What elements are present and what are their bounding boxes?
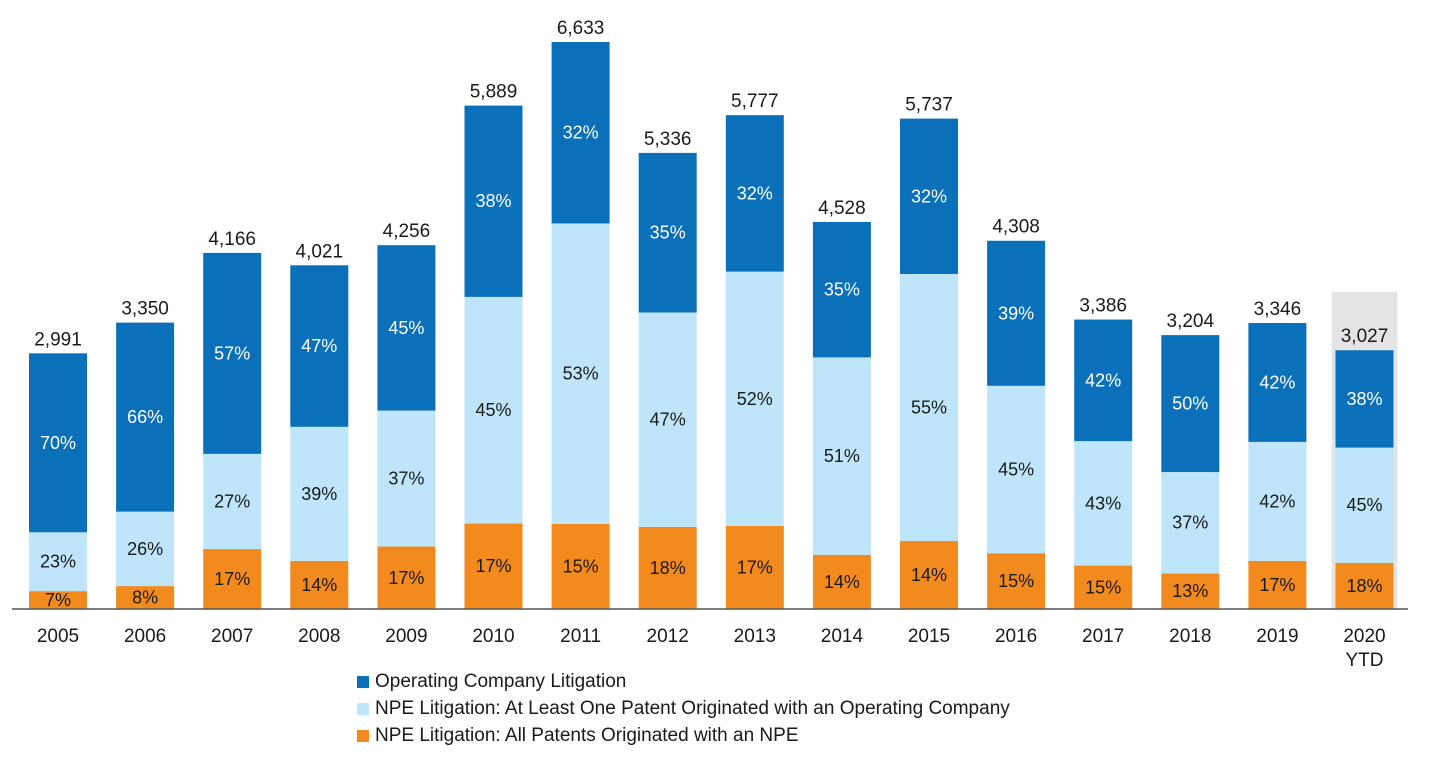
legend-label-2: Operating Company Litigation bbox=[375, 671, 626, 693]
segment-label-2-2: 57% bbox=[214, 343, 250, 363]
segment-label-2-6: 32% bbox=[563, 123, 599, 143]
segment-label-0-13: 13% bbox=[1172, 581, 1208, 601]
segment-label-1-0: 23% bbox=[40, 552, 76, 572]
segment-label-1-13: 37% bbox=[1172, 513, 1208, 533]
total-label-15: 3,027 bbox=[1341, 326, 1389, 347]
x-tick-label-9: 2014 bbox=[821, 626, 864, 647]
legend-item-2: Operating Company Litigation bbox=[357, 668, 1010, 695]
segment-label-1-14: 42% bbox=[1259, 491, 1295, 511]
x-tick-label-10: 2015 bbox=[908, 626, 950, 647]
x-tick-label-5: 2010 bbox=[472, 626, 514, 647]
segment-label-2-10: 32% bbox=[911, 186, 947, 206]
segment-label-1-1: 26% bbox=[127, 539, 163, 559]
segment-label-2-1: 66% bbox=[127, 407, 163, 427]
x-tick-label-3: 2008 bbox=[298, 626, 340, 647]
legend-swatch-1 bbox=[357, 703, 369, 715]
x-tick-label-11: 2016 bbox=[995, 626, 1037, 647]
total-label-5: 5,889 bbox=[470, 82, 518, 103]
segment-label-2-0: 70% bbox=[40, 433, 76, 453]
total-label-7: 5,336 bbox=[644, 129, 692, 150]
segment-label-2-11: 39% bbox=[998, 303, 1034, 323]
segment-label-1-9: 51% bbox=[824, 446, 860, 466]
segment-label-0-0: 7% bbox=[45, 590, 71, 610]
segment-label-1-15: 45% bbox=[1346, 495, 1382, 515]
legend: Operating Company Litigation NPE Litigati… bbox=[357, 668, 1010, 749]
segment-label-0-14: 17% bbox=[1259, 575, 1295, 595]
segment-label-0-11: 15% bbox=[998, 571, 1034, 591]
total-label-2: 4,166 bbox=[208, 229, 256, 250]
x-tick-label-7: 2012 bbox=[647, 626, 689, 647]
legend-label-0: NPE Litigation: All Patents Originated w… bbox=[375, 725, 799, 747]
total-label-9: 4,528 bbox=[818, 198, 866, 219]
segment-label-2-14: 42% bbox=[1259, 372, 1295, 392]
stacked-bar-chart: 7% 23% 70% 2,991 8% 26% 66% 3,350 17% 27% 57% 4,166… bbox=[0, 0, 1430, 759]
segment-label-2-4: 45% bbox=[388, 318, 424, 338]
x-tick-label-0: 2005 bbox=[37, 626, 79, 647]
segment-label-0-10: 14% bbox=[911, 565, 947, 585]
total-label-3: 4,021 bbox=[296, 241, 344, 262]
segment-label-1-10: 55% bbox=[911, 397, 947, 417]
legend-swatch-2 bbox=[357, 676, 369, 688]
segment-label-0-7: 18% bbox=[650, 558, 686, 578]
x-tick-labels: 2005 2006 2007 2008 2009 2010 2011 2012 2013 2014… bbox=[37, 626, 1386, 671]
segment-label-0-8: 17% bbox=[737, 557, 773, 577]
segment-label-2-7: 35% bbox=[650, 223, 686, 243]
x-tick-label-15: 2020 bbox=[1343, 626, 1385, 647]
total-label-6: 6,633 bbox=[557, 18, 605, 39]
x-tick-label-4: 2009 bbox=[385, 626, 427, 647]
segment-label-2-8: 32% bbox=[737, 183, 773, 203]
segment-label-2-12: 42% bbox=[1085, 370, 1121, 390]
legend-label-1: NPE Litigation: At Least One Patent Orig… bbox=[375, 698, 1010, 720]
segment-label-0-12: 15% bbox=[1085, 577, 1121, 597]
segment-label-0-5: 17% bbox=[475, 556, 511, 576]
total-label-13: 3,204 bbox=[1167, 311, 1215, 332]
x-tick-label-2: 2007 bbox=[211, 626, 253, 647]
segment-label-0-3: 14% bbox=[301, 575, 337, 595]
total-label-11: 4,308 bbox=[992, 217, 1040, 238]
segment-label-1-12: 43% bbox=[1085, 493, 1121, 513]
segment-label-1-11: 45% bbox=[998, 460, 1034, 480]
segment-label-0-9: 14% bbox=[824, 572, 860, 592]
segment-label-2-9: 35% bbox=[824, 280, 860, 300]
segment-label-1-3: 39% bbox=[301, 484, 337, 504]
total-label-1: 3,350 bbox=[121, 299, 169, 320]
segment-label-1-2: 27% bbox=[214, 491, 250, 511]
segment-label-0-2: 17% bbox=[214, 569, 250, 589]
total-label-14: 3,346 bbox=[1254, 299, 1302, 320]
segment-label-0-4: 17% bbox=[388, 568, 424, 588]
legend-item-0: NPE Litigation: All Patents Originated w… bbox=[357, 722, 1010, 749]
segment-label-1-5: 45% bbox=[475, 400, 511, 420]
segment-label-1-4: 37% bbox=[388, 469, 424, 489]
x-tick-label-8: 2013 bbox=[734, 626, 776, 647]
total-label-10: 5,737 bbox=[905, 95, 953, 116]
x-tick-label-13: 2018 bbox=[1169, 626, 1211, 647]
segment-label-0-6: 15% bbox=[563, 556, 599, 576]
legend-swatch-0 bbox=[357, 730, 369, 742]
x-tick-label-14: 2019 bbox=[1256, 626, 1298, 647]
legend-item-1: NPE Litigation: At Least One Patent Orig… bbox=[357, 695, 1010, 722]
x-tick-label-15-line2: YTD bbox=[1346, 650, 1384, 671]
total-label-4: 4,256 bbox=[383, 221, 431, 242]
segment-label-2-15: 38% bbox=[1346, 389, 1382, 409]
segment-label-2-5: 38% bbox=[475, 191, 511, 211]
segment-label-1-7: 47% bbox=[650, 410, 686, 430]
segment-label-0-1: 8% bbox=[132, 588, 158, 608]
x-tick-label-12: 2017 bbox=[1082, 626, 1124, 647]
total-label-12: 3,386 bbox=[1079, 296, 1127, 317]
x-tick-label-1: 2006 bbox=[124, 626, 166, 647]
x-tick-label-6: 2011 bbox=[560, 626, 601, 647]
total-label-8: 5,777 bbox=[731, 91, 779, 112]
segment-label-1-6: 53% bbox=[563, 364, 599, 384]
segment-label-1-8: 52% bbox=[737, 389, 773, 409]
segment-label-2-3: 47% bbox=[301, 336, 337, 356]
segment-label-2-13: 50% bbox=[1172, 394, 1208, 414]
segment-label-0-15: 18% bbox=[1346, 576, 1382, 596]
total-label-0: 2,991 bbox=[34, 329, 82, 350]
